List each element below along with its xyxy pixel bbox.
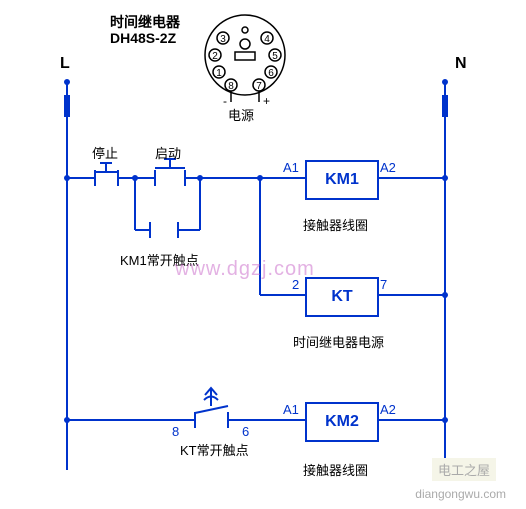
stop-label: 停止 — [92, 143, 118, 162]
kt-p6: 6 — [242, 424, 249, 439]
circuit-diagram: 时间继电器 DH48S-2Z 4 5 6 7 3 2 1 8 - + 电源 L … — [0, 0, 526, 509]
watermark: www.dgzj.com — [175, 258, 315, 281]
km2-a2: A2 — [380, 402, 396, 417]
km2-box: KM2 — [305, 402, 379, 442]
km1-box: KM1 — [305, 160, 379, 200]
footer-url: diangongwu.com — [415, 487, 506, 501]
wiring — [0, 0, 526, 509]
km2-desc: 接触器线圈 — [303, 460, 368, 479]
kt-box: KT — [305, 277, 379, 317]
kt-desc: 时间继电器电源 — [293, 332, 384, 351]
kt-p7: 7 — [380, 277, 387, 292]
kt-contact: KT常开触点 — [180, 440, 249, 459]
km2-a1: A1 — [283, 402, 299, 417]
km1-desc: 接触器线圈 — [303, 215, 368, 234]
kt-p8: 8 — [172, 424, 179, 439]
footer-brand: 电工之屋 — [432, 458, 496, 481]
km1-a1: A1 — [283, 160, 299, 175]
km1-a2: A2 — [380, 160, 396, 175]
start-label: 启动 — [155, 143, 181, 162]
